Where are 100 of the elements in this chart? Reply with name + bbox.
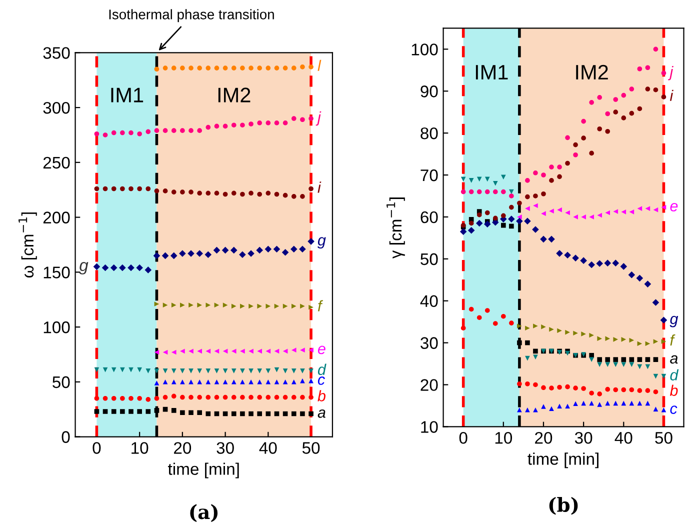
point: [509, 204, 514, 210]
point: [565, 160, 570, 166]
point: [197, 379, 202, 384]
point: [102, 132, 108, 138]
point: [257, 379, 262, 384]
point: [274, 66, 280, 70]
point: [240, 368, 245, 374]
point: [629, 362, 634, 367]
point: [282, 249, 289, 256]
point: [282, 192, 288, 198]
point: [565, 135, 570, 140]
point: [501, 314, 506, 319]
point: [299, 246, 306, 253]
point: [661, 374, 666, 379]
point: [300, 368, 305, 374]
x-tick-label: 40: [259, 442, 277, 454]
point: [468, 306, 474, 312]
point: [613, 337, 618, 342]
point: [171, 190, 176, 194]
point: [290, 246, 298, 253]
point: [180, 379, 185, 384]
point: [549, 178, 554, 183]
x-tick-label: 20: [174, 442, 192, 454]
point: [484, 189, 490, 194]
point: [308, 348, 314, 352]
point: [197, 66, 202, 70]
point: [214, 302, 220, 308]
point: [213, 246, 220, 254]
point: [308, 116, 314, 121]
point: [548, 236, 555, 243]
point: [517, 340, 522, 346]
point: [180, 66, 185, 70]
point: [636, 274, 644, 282]
point: [589, 332, 594, 338]
point: [308, 186, 314, 192]
point: [557, 404, 562, 409]
point: [492, 180, 498, 186]
point: [266, 120, 271, 126]
point: [222, 124, 228, 129]
point: [533, 348, 538, 354]
point: [256, 246, 263, 254]
point: [154, 188, 160, 194]
series-label: g: [670, 316, 678, 328]
point: [274, 348, 280, 354]
point: [214, 66, 220, 70]
point: [580, 257, 587, 264]
point: [556, 250, 563, 257]
point: [460, 228, 467, 236]
point: [222, 302, 228, 308]
point: [291, 348, 296, 352]
point: [119, 264, 126, 272]
point: [206, 190, 211, 196]
point: [573, 214, 578, 220]
point: [501, 174, 506, 180]
y-tick-label: 150: [44, 266, 70, 278]
point: [248, 368, 254, 374]
point: [653, 389, 658, 394]
point: [589, 150, 594, 156]
point: [597, 362, 602, 367]
point: [589, 100, 594, 105]
point: [188, 379, 194, 384]
point: [231, 122, 236, 128]
point: [240, 411, 245, 416]
point: [197, 128, 202, 133]
point: [637, 106, 642, 112]
point: [146, 397, 151, 402]
point: [214, 379, 220, 384]
point: [110, 264, 118, 272]
point: [240, 394, 245, 400]
point: [266, 66, 271, 70]
point: [137, 367, 142, 372]
point: [613, 110, 618, 114]
point: [549, 406, 554, 412]
point: [541, 404, 546, 409]
point: [300, 411, 305, 416]
point: [605, 357, 610, 362]
point: [222, 246, 229, 254]
point: [629, 210, 634, 214]
point: [257, 304, 262, 309]
point: [517, 381, 522, 386]
point: [222, 394, 228, 400]
point: [588, 261, 595, 268]
point: [605, 111, 610, 116]
series-label: d: [670, 369, 679, 380]
point: [274, 120, 280, 126]
point: [94, 409, 100, 414]
point: [162, 252, 169, 260]
point: [645, 86, 650, 92]
point: [629, 110, 634, 116]
point: [557, 384, 562, 390]
point: [484, 210, 490, 216]
point: [476, 315, 482, 320]
point: [476, 176, 482, 182]
x-tick-label: 10: [132, 442, 148, 454]
band-label: IM1: [476, 65, 508, 80]
x-axis-title: time [min]: [168, 462, 239, 478]
point: [645, 65, 650, 70]
point: [581, 400, 586, 406]
point: [188, 410, 194, 416]
y-tick-label: 250: [43, 156, 70, 169]
